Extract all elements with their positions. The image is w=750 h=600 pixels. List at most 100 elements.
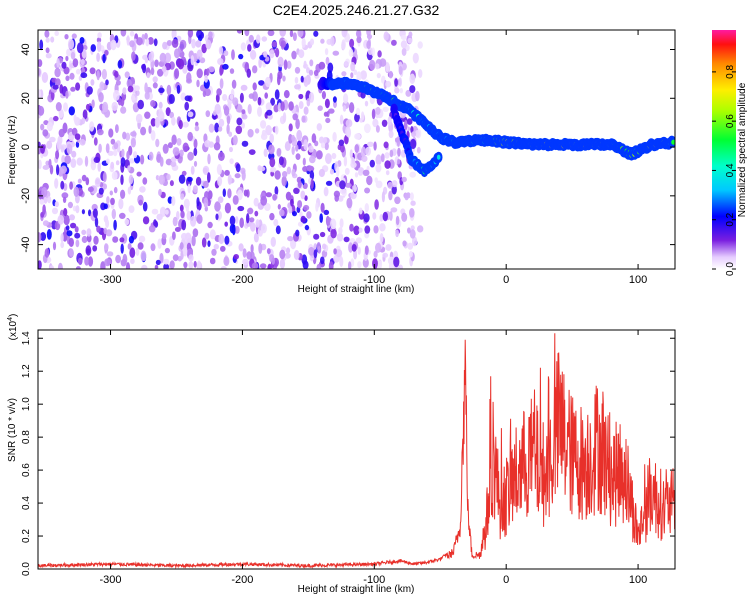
spectrogram-noise-cell [94,217,99,228]
spectrogram-noise-cell [111,208,117,220]
spectrogram-noise-cell [70,51,76,60]
spectrogram-noise-cell [49,136,56,143]
spectrogram-noise-cell [375,125,380,133]
spectrogram-noise-cell [416,146,421,154]
spectrogram-noise-cell [235,163,241,173]
spectrogram-noise-cell [382,252,389,258]
spectrogram-noise-cell [42,204,46,215]
spectrogram-noise-cell [264,92,269,99]
spectrogram-noise-cell [44,248,50,258]
spectrogram-frame [37,29,676,270]
snr-y-tick-label: 0.0 [21,562,32,576]
spectrogram-noise-cell [265,102,272,111]
spectrogram-noise-cell [237,189,243,201]
spectrogram-noise-cell [364,245,369,255]
spectrogram-noise-cell [355,107,361,116]
spectrogram-noise-cell [106,251,114,257]
spectrogram-noise-cell [58,128,65,138]
spectrogram-noise-cell [319,213,324,224]
spectrogram-noise-cell [184,101,189,111]
spectrogram-noise-cell [292,211,297,217]
spectrogram-noise-cell [332,50,340,56]
spectrogram-noise-cell [383,31,389,41]
spectrogram-noise-cell [248,93,255,99]
spectrogram-noise-cell [142,201,148,212]
spectrogram-noise-cell [112,236,119,243]
spectrogram-noise-cell [229,146,233,153]
spectrogram-noise-cell [253,197,259,207]
spectrogram-noise-cell [89,67,96,75]
spectrogram-noise-cell [188,261,194,269]
spectrogram-noise-cell [128,235,134,244]
spectrogram-noise-cell [177,58,185,70]
spectrogram-noise-cell [282,171,288,178]
spectrogram-noise-cell [365,146,371,156]
spectrogram-noise-cell [293,187,300,194]
spectrogram-noise-cell [316,123,322,131]
spectrogram-noise-cell [140,126,147,136]
spectrogram-noise-cell [303,106,309,115]
spectrogram-noise-cell [273,219,279,227]
spectrogram-noise-cell [190,165,195,175]
spectrogram-noise-cell [288,206,293,214]
spectrogram-noise-cell [102,101,109,113]
spectrogram-noise-cell [313,233,320,240]
spectrogram-noise-cell [250,244,254,254]
spectrogram-noise-cell [338,139,345,146]
spectrogram-noise-cell [282,112,287,123]
spectrogram-noise-cell [233,254,239,260]
spectrogram-noise-cell [192,185,198,194]
spectrogram-noise-cell [375,154,382,166]
spectrogram-noise-cell [350,72,354,79]
spectrogram-noise-cell [209,257,216,265]
spectrogram-noise-cell [142,216,150,225]
spectrogram-noise-cell [187,131,193,142]
spectrogram-noise-cell [104,49,109,56]
spectrogram-noise-cell [216,164,222,175]
spectrogram-noise-cell [46,140,53,149]
spectrogram-noise-cell [86,86,93,95]
spectrogram-noise-cell [325,117,331,124]
spectrogram-noise-cell [330,36,335,47]
spectrogram-noise-cell [150,130,156,141]
spectrogram-noise-cell [41,72,49,83]
spectrogram-noise-cell [103,227,108,235]
spectrogram-noise-cell [277,56,284,68]
spectrogram-noise-cell [358,167,364,173]
spectrogram-noise-cell [75,239,80,248]
spectrogram-noise-cell [313,69,319,77]
spectrogram-noise-cell [381,191,385,203]
spectrogram-noise-cell [161,65,167,73]
spectrogram-noise-cell [144,111,151,119]
spectrogram-noise-cell [363,213,370,223]
spectrogram-noise-cell [52,241,57,251]
spectrogram-noise-cell [260,132,268,141]
spectrogram-noise-cell [45,37,50,43]
spectrogram-noise-cell [106,196,110,204]
spectrogram-noise-cell [353,225,360,236]
spectrogram-noise-cell [232,195,239,205]
spectrogram-noise-cell [203,180,209,188]
spectrogram-noise-cell [364,203,369,213]
spectrogram-noise-cell [96,225,101,233]
spectrogram-noise-cell [66,48,71,57]
spectrogram-noise-cell [170,161,177,168]
spectrogram-noise-cell [270,97,275,106]
spectrogram-noise-cell [105,143,110,154]
spectrogram-noise-cell [60,233,64,243]
spectrogram-noise-cell [196,197,200,207]
spectrogram-noise-cell [61,61,67,69]
spectrogram-noise-cell [107,150,114,156]
spectrogram-noise-cell [325,153,332,165]
spectrogram-noise-cell [78,257,83,265]
spectrogram-noise-cell [40,144,45,154]
spectrogram-noise-cell [74,133,81,140]
spectrogram-noise-cell [295,229,300,237]
spectrogram-noise-cell [364,123,371,134]
spectrogram-noise-cell [303,76,309,87]
snr-y-tick-label: 0.2 [21,529,32,543]
spectrogram-noise-cell [409,192,414,201]
spectrogram-noise-cell [183,198,190,209]
spectrogram-noise-cell [335,249,343,258]
spectrogram-noise-cell [379,233,384,243]
